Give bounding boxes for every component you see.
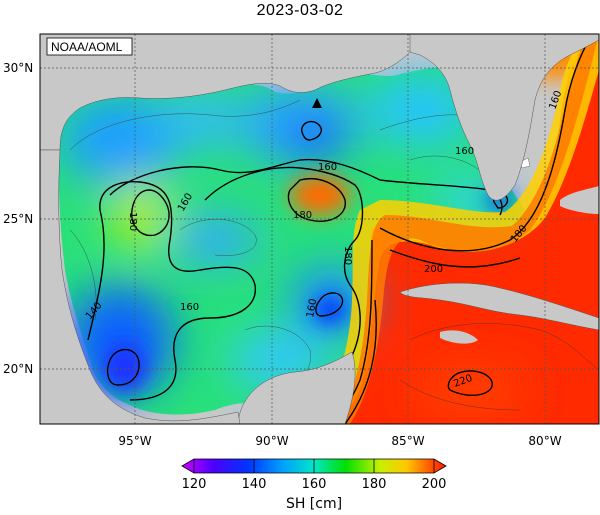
contour-label: 160 bbox=[305, 298, 319, 319]
contour-lines bbox=[87, 34, 593, 424]
lon-label: 85°W bbox=[391, 434, 424, 448]
colorbar-tick: 200 bbox=[422, 477, 447, 492]
lat-label: 25°N bbox=[3, 212, 33, 226]
cuba bbox=[399, 282, 599, 331]
yucatan bbox=[237, 351, 356, 424]
colorbar: 120 140 160 180 200 SH [cm] bbox=[181, 458, 447, 512]
station-marker bbox=[312, 98, 322, 108]
contour-label: 200 bbox=[424, 264, 443, 275]
lon-label: 90°W bbox=[255, 434, 288, 448]
warm-water bbox=[330, 34, 599, 424]
contour-label: 180 bbox=[293, 210, 312, 221]
map-frame bbox=[39, 33, 600, 425]
lat-label: 20°N bbox=[3, 362, 33, 376]
map-area: 160 180 160 180 160 180 160 140 160 180 … bbox=[40, 34, 599, 424]
florida bbox=[407, 34, 599, 201]
lon-label: 80°W bbox=[528, 434, 561, 448]
colorbar-tick: 140 bbox=[242, 477, 267, 492]
contour-label: 160 bbox=[455, 146, 474, 157]
colorbar-tick: 160 bbox=[302, 477, 327, 492]
mexico-coast bbox=[40, 149, 241, 424]
colorbar-unit-label: SH [cm] bbox=[286, 496, 342, 512]
contour-label: 180 bbox=[127, 212, 138, 231]
map-title: 2023-03-02 bbox=[256, 2, 344, 19]
contour-label: 180 bbox=[342, 246, 353, 265]
gridlines bbox=[40, 34, 599, 424]
contour-label: 160 bbox=[180, 302, 199, 313]
credit-box bbox=[46, 37, 133, 56]
lon-label: 95°W bbox=[118, 434, 151, 448]
us-coast bbox=[40, 34, 411, 151]
contour-label: 160 bbox=[318, 162, 337, 173]
colorbar-tick: 120 bbox=[182, 477, 207, 492]
colorbar-tick: 180 bbox=[362, 477, 387, 492]
credit-label: NOAA/AOML bbox=[51, 40, 123, 54]
lat-label: 30°N bbox=[3, 61, 33, 75]
